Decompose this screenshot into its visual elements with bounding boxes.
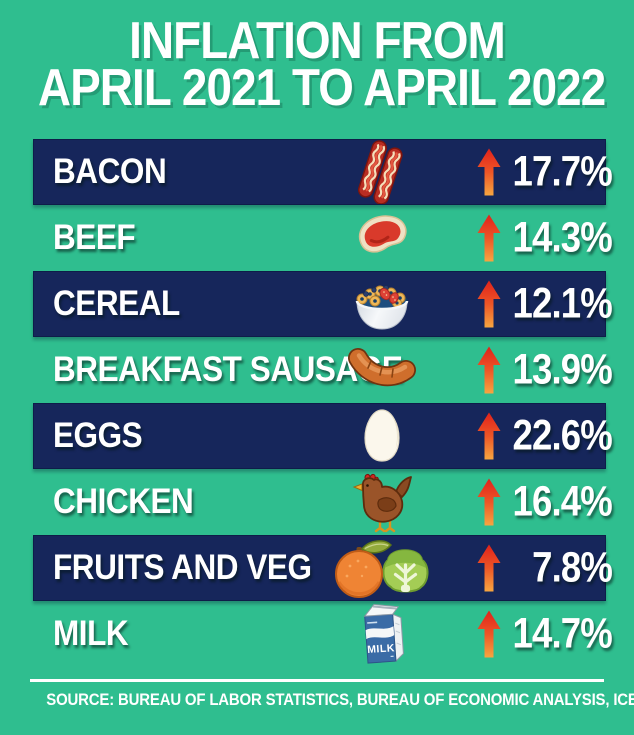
egg-icon xyxy=(346,406,418,466)
table-row-beef: BEEF 14.3% xyxy=(0,205,634,271)
row-highlight-bar xyxy=(33,403,606,469)
title-line-1: INFLATION FROM xyxy=(129,12,506,70)
milk-carton-icon: MILK xyxy=(346,599,418,669)
orange-icon xyxy=(335,540,393,598)
percent-value: 7.8% xyxy=(532,543,613,592)
row-label: BREAKFAST SAUSAGE xyxy=(53,350,403,389)
up-arrow-icon xyxy=(477,148,501,196)
up-arrow-icon xyxy=(477,412,501,460)
percent-value: 14.7% xyxy=(512,609,613,658)
row-highlight-bar xyxy=(33,139,606,205)
percent-value: 12.1% xyxy=(512,279,613,328)
table-row-chicken: CHICKEN 16.4% xyxy=(0,469,634,535)
chicken-icon xyxy=(346,470,418,534)
row-highlight-bar xyxy=(33,271,606,337)
percent-value: 22.6% xyxy=(512,411,613,460)
fruits-veg-icon xyxy=(330,536,434,600)
row-label: BACON xyxy=(53,152,167,191)
up-arrow-icon xyxy=(477,478,501,526)
percent-value: 14.3% xyxy=(512,213,613,262)
milk-carton-label: MILK xyxy=(367,642,395,656)
table-row-fruits-and-veg: FRUITS AND VEG xyxy=(0,535,634,601)
cabbage-icon xyxy=(382,549,429,593)
table-row-cereal: CEREAL xyxy=(0,271,634,337)
title-line-2: APRIL 2021 TO APRIL 2022 xyxy=(38,59,606,117)
up-arrow-icon xyxy=(477,544,501,592)
row-label: FRUITS AND VEG xyxy=(53,548,312,587)
row-label: MILK xyxy=(53,614,129,653)
row-label: EGGS xyxy=(53,416,143,455)
row-label: CHICKEN xyxy=(53,482,194,521)
source-line: SOURCE: BUREAU OF LABOR STATISTICS, BURE… xyxy=(46,690,634,709)
table-row-bacon: BACON xyxy=(0,139,634,205)
up-arrow-icon xyxy=(477,214,501,262)
sausage-icon xyxy=(346,342,418,398)
row-label: BEEF xyxy=(53,218,136,257)
table-row-breakfast-sausage: BREAKFAST SAUSAGE 13.9% xyxy=(0,337,634,403)
page-title: INFLATION FROM APRIL 2021 TO APRIL 2022 xyxy=(0,12,634,117)
percent-value: 16.4% xyxy=(512,477,613,526)
divider-line xyxy=(30,679,604,682)
up-arrow-icon xyxy=(477,346,501,394)
steak-icon xyxy=(346,208,418,268)
percent-value: 17.7% xyxy=(512,147,613,196)
table-row-milk: MILK MILK 14.7% xyxy=(0,601,634,667)
row-highlight-bar xyxy=(33,535,606,601)
up-arrow-icon xyxy=(477,280,501,328)
up-arrow-icon xyxy=(477,610,501,658)
table-row-eggs: EGGS 22.6% xyxy=(0,403,634,469)
percent-value: 13.9% xyxy=(512,345,613,394)
cereal-bowl-icon xyxy=(346,272,418,336)
bacon-icon xyxy=(346,140,418,204)
row-label: CEREAL xyxy=(53,284,180,323)
